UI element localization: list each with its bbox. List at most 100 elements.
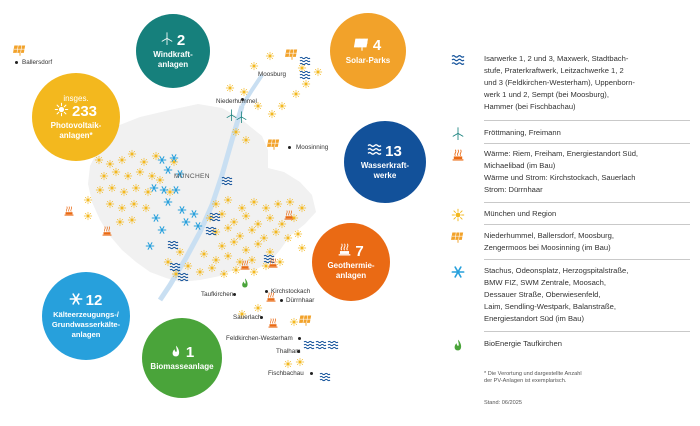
place-niederhummel: Niederhummel (216, 98, 257, 105)
sun-icon (155, 175, 165, 185)
stat-solar-number: 4 (372, 37, 382, 54)
snowflake-icon (163, 198, 173, 206)
place-moosburg: Moosburg (258, 71, 287, 78)
stat-geo-circle: 7 Geothermie- anlagen (312, 223, 390, 301)
wind-turbine-icon (452, 127, 472, 143)
sun-icon (297, 243, 307, 253)
solar-panel-icon (13, 45, 26, 56)
legend-text-hydro: Isarwerke 1, 2 und 3, Maxwerk, Stadtbach… (484, 54, 635, 111)
isar-river (157, 105, 245, 302)
sun-icon (163, 257, 173, 267)
snowflake-icon (149, 184, 159, 192)
stat-solar-label: Solar-Parks (345, 55, 391, 65)
sun-icon (295, 357, 305, 367)
stat-hydro-label: Wasserkraft- werke (360, 161, 410, 180)
stat-bio-label: Biomasseanlage (150, 362, 214, 371)
place-kirchstockach: Kirchstockach (271, 288, 311, 295)
sun-icon (131, 183, 141, 193)
place-sauerlach: Sauerlach (233, 314, 262, 321)
sun-icon (175, 247, 185, 257)
geothermal-icon (452, 148, 472, 164)
sun-icon (115, 217, 125, 227)
sun-icon (249, 61, 259, 71)
waves-icon (263, 254, 275, 264)
solar-panel-icon (299, 315, 312, 326)
snowflake-icon (169, 154, 179, 162)
sun-icon (241, 135, 251, 145)
geothermal-icon (240, 260, 250, 270)
stat-bio-number-row: 1 (170, 344, 194, 361)
stat-bio-circle: 1 Biomasseanlage (142, 318, 222, 398)
legend-separator (484, 120, 690, 121)
sun-icon (277, 219, 287, 229)
sun-icon (297, 63, 307, 73)
sun-icon (273, 199, 283, 209)
sun-icon (169, 157, 179, 167)
stat-cold-circle: 12 Kälteerzeugungs-/ Grundwasserkälte- a… (42, 272, 130, 360)
stand-date: Stand: 06/2025 (484, 400, 522, 406)
munich-city-area (88, 104, 316, 282)
sun-icon (195, 267, 205, 277)
waves-icon (315, 340, 327, 350)
sun-icon (219, 269, 229, 279)
sun-icon (293, 229, 303, 239)
place-dot (15, 61, 18, 64)
snowflake-icon (451, 265, 472, 281)
sun-icon (139, 157, 149, 167)
stat-pv-circle: insges. 233 Photovoltaik- anlagen* (32, 73, 120, 161)
sun-icon (451, 208, 472, 224)
geothermal-icon (284, 210, 294, 220)
sun-icon (225, 83, 235, 93)
sun-icon (223, 195, 233, 205)
sun-icon (265, 213, 275, 223)
legend-text-bio: BioEnergie Taufkirchen (484, 339, 562, 348)
sun-icon (275, 257, 285, 267)
snowflake-icon (163, 166, 173, 174)
sun-icon (211, 227, 221, 237)
sun-icon (129, 199, 139, 209)
sun-icon (285, 197, 295, 207)
sun-icon (301, 79, 311, 89)
solar-panel-icon (285, 49, 298, 60)
sun-icon (265, 247, 275, 257)
place-dot (310, 372, 313, 375)
sun-icon (217, 209, 227, 219)
legend-separator (484, 224, 690, 225)
legend-text-wind: Fröttmaning, Freimann (484, 128, 561, 137)
legend-separator (484, 202, 690, 203)
sun-icon (235, 257, 245, 267)
legend-item-geo: Wärme: Riem, Freiham, Energiestandort Sü… (452, 148, 692, 198)
waves-icon (299, 56, 311, 66)
sun-icon (261, 261, 271, 271)
geothermal-icon (102, 226, 112, 236)
sun-icon (237, 203, 247, 213)
wind-turbine-icon (236, 111, 247, 123)
sun-icon (235, 231, 245, 241)
waves-icon (167, 240, 179, 250)
sun-icon (207, 263, 217, 273)
geothermal-icon (268, 258, 278, 268)
sun-icon (105, 199, 115, 209)
sun-icon (229, 237, 239, 247)
stat-wind-number-row: 2 (161, 32, 185, 49)
waves-icon (177, 272, 189, 282)
stat-hydro-number-row: 13 (367, 143, 402, 160)
sun-icon (211, 255, 221, 265)
sun-icon (237, 309, 247, 319)
sun-icon (253, 303, 263, 313)
wind-turbine-icon (226, 109, 237, 121)
snowflake-icon (181, 218, 191, 226)
snowflake-icon (157, 226, 167, 234)
stat-pv-label: Photovoltaik- anlagen* (50, 120, 102, 140)
legend-item-bio: BioEnergie Taufkirchen (452, 338, 692, 352)
waves-icon (209, 212, 221, 222)
waves-icon (319, 372, 331, 382)
sun-icon (289, 213, 299, 223)
legend-separator (484, 143, 690, 144)
sun-icon (229, 217, 239, 227)
sun-icon (95, 185, 105, 195)
sun-icon (247, 225, 257, 235)
legend-text-solar: Niederhummel, Ballersdorf, Moosburg, Zen… (484, 231, 614, 252)
place-dot (233, 293, 236, 296)
